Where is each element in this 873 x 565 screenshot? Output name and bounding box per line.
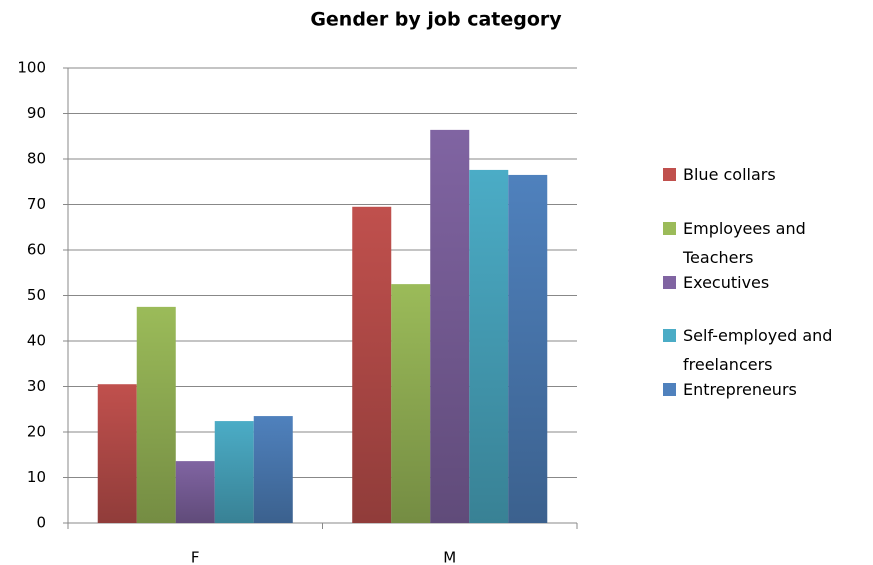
x-tick-label: F bbox=[191, 549, 200, 565]
legend-label: Blue collars bbox=[683, 165, 776, 184]
legend-swatch bbox=[663, 383, 676, 397]
y-tick-label: 90 bbox=[27, 104, 46, 122]
legend-label: Self-employed and freelancers bbox=[683, 326, 833, 375]
y-tick-label: 0 bbox=[36, 514, 46, 532]
y-tick-label: 40 bbox=[27, 332, 46, 350]
legend-swatch bbox=[663, 221, 676, 235]
y-tick-label: 80 bbox=[27, 150, 46, 168]
chart-title: Gender by job category bbox=[310, 9, 562, 31]
y-tick-label: 60 bbox=[27, 241, 46, 259]
x-tick-label: M bbox=[443, 549, 456, 565]
legend-item: Blue collars bbox=[663, 160, 868, 189]
legend-swatch bbox=[663, 275, 676, 289]
legend-label: Entrepreneurs bbox=[683, 380, 797, 400]
legend-item: Self-employed and freelancers bbox=[663, 321, 868, 379]
y-tick-label: 50 bbox=[27, 286, 46, 304]
legend-label: Employees and Teachers bbox=[683, 218, 806, 267]
y-tick-label: 100 bbox=[17, 59, 46, 77]
legend-item: Entrepreneurs bbox=[663, 375, 868, 404]
y-tick-label: 30 bbox=[27, 377, 46, 395]
legend-item: Employees and Teachers bbox=[663, 214, 868, 272]
legend-swatch bbox=[663, 329, 676, 343]
legend-label: Executives bbox=[683, 272, 770, 292]
legend-item: Executives bbox=[663, 268, 868, 297]
y-tick-label: 10 bbox=[27, 468, 46, 486]
y-tick-label: 70 bbox=[27, 195, 46, 213]
y-tick-label: 20 bbox=[27, 423, 46, 441]
legend-swatch bbox=[663, 168, 676, 181]
